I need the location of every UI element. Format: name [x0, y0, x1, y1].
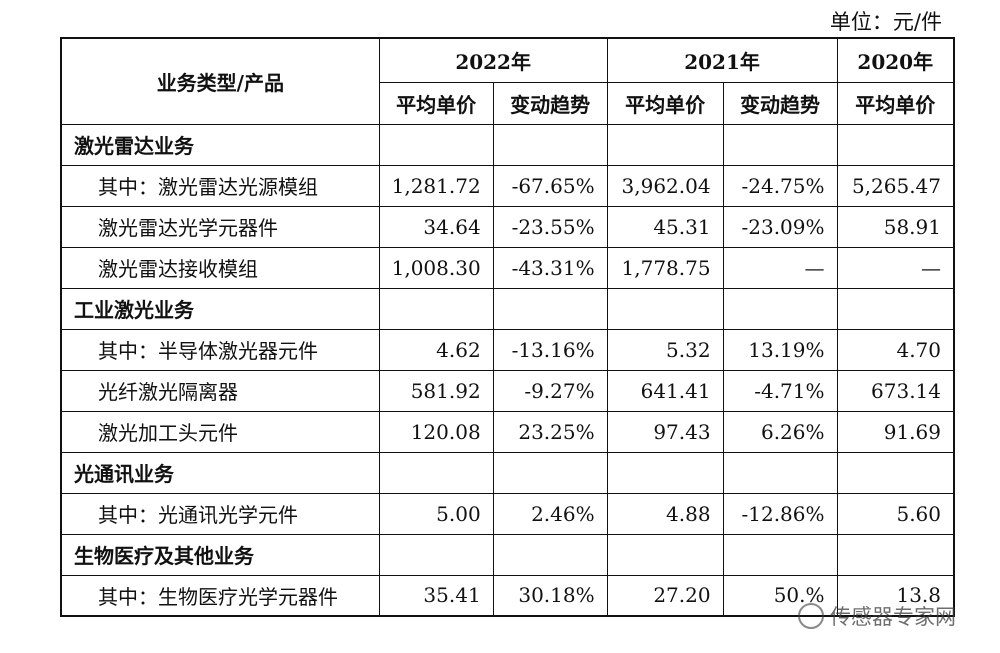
watermark-text: 传感器专家网: [830, 605, 956, 629]
cell-p2020: [836, 287, 955, 330]
product-name: 激光雷达接收模组: [60, 246, 380, 289]
header-category: 业务类型/产品: [60, 37, 380, 125]
cell-p2021: 45.31: [606, 205, 724, 248]
cell-p2020: 13.8: [836, 574, 955, 617]
section-label: 激光雷达业务: [60, 123, 380, 166]
cell-c2021: 6.26%: [722, 410, 838, 453]
table-row: 激光加工头元件 120.08 23.25% 97.43 6.26% 91.69: [60, 410, 955, 453]
product-name: 其中：半导体激光器元件: [60, 328, 380, 371]
cell-p2022: 35.41: [378, 574, 494, 617]
table-row: 激光雷达光学元器件 34.64 -23.55% 45.31 -23.09% 58.91: [60, 205, 955, 248]
cell-c2022: 2.46%: [492, 492, 608, 535]
cell-p2020: 673.14: [836, 369, 955, 412]
section-label: 生物医疗及其他业务: [60, 533, 380, 576]
cell-c2021: 13.19%: [722, 328, 838, 371]
cell-p2022: 1,008.30: [378, 246, 494, 289]
cell-p2022: 1,281.72: [378, 164, 494, 207]
cell-p2021: 3,962.04: [606, 164, 724, 207]
cell-p2021: 641.41: [606, 369, 724, 412]
cell-p2020: 5,265.47: [836, 164, 955, 207]
cell-p2022: 581.92: [378, 369, 494, 412]
cell-c2021: —: [722, 246, 838, 289]
cell-c2022: [492, 451, 608, 494]
table-row: 其中：激光雷达光源模组 1,281.72 -67.65% 3,962.04 -24.75…: [60, 164, 955, 207]
watermark: 传感器专家网: [798, 601, 956, 631]
cell-c2021: -24.75%: [722, 164, 838, 207]
cell-p2021: [606, 287, 724, 330]
cell-p2022: [378, 287, 494, 330]
cell-c2021: [722, 451, 838, 494]
cell-c2021: -23.09%: [722, 205, 838, 248]
section-row: 工业激光业务: [60, 287, 955, 330]
cell-p2021: 97.43: [606, 410, 724, 453]
table-row: 其中：光通讯光学元件 5.00 2.46% 4.88 -12.86% 5.60: [60, 492, 955, 535]
cell-p2020: —: [836, 246, 955, 289]
cell-p2020: [836, 533, 955, 576]
section-label: 光通讯业务: [60, 451, 380, 494]
cell-p2021: 4.88: [606, 492, 724, 535]
cell-c2022: [492, 123, 608, 166]
cell-c2022: [492, 533, 608, 576]
product-name: 其中：激光雷达光源模组: [60, 164, 380, 207]
product-name: 其中：生物医疗光学元器件: [60, 574, 380, 617]
cell-p2020: 4.70: [836, 328, 955, 371]
cell-p2021: 27.20: [606, 574, 724, 617]
table-row: 其中：生物医疗光学元器件 35.41 30.18% 27.20 50.% 13.8: [60, 574, 955, 617]
product-name: 光纤激光隔离器: [60, 369, 380, 412]
cell-p2021: [606, 451, 724, 494]
header-year-2021: 2021年: [606, 37, 838, 83]
cell-c2022: -13.16%: [492, 328, 608, 371]
product-name: 其中：光通讯光学元件: [60, 492, 380, 535]
header-avg-price-2021: 平均单价: [606, 81, 724, 125]
cell-p2020: 91.69: [836, 410, 955, 453]
cell-p2020: [836, 123, 955, 166]
cell-p2022: [378, 451, 494, 494]
cell-c2022: 23.25%: [492, 410, 608, 453]
section-row: 生物医疗及其他业务: [60, 533, 955, 576]
table-row: 光纤激光隔离器 581.92 -9.27% 641.41 -4.71% 673.14: [60, 369, 955, 412]
cell-c2022: [492, 287, 608, 330]
section-row: 光通讯业务: [60, 451, 955, 494]
cell-p2022: 4.62: [378, 328, 494, 371]
cell-p2021: 5.32: [606, 328, 724, 371]
section-row: 激光雷达业务: [60, 123, 955, 166]
cell-p2022: 120.08: [378, 410, 494, 453]
unit-label: 单位：元/件: [829, 10, 942, 34]
cell-c2021: [722, 123, 838, 166]
cell-c2021: [722, 287, 838, 330]
cell-p2022: 5.00: [378, 492, 494, 535]
cell-c2022: 30.18%: [492, 574, 608, 617]
header-avg-price-2020: 平均单价: [836, 81, 955, 125]
table-row: 其中：半导体激光器元件 4.62 -13.16% 5.32 13.19% 4.70: [60, 328, 955, 371]
cell-p2021: 1,778.75: [606, 246, 724, 289]
cell-c2022: -9.27%: [492, 369, 608, 412]
cell-c2021: -12.86%: [722, 492, 838, 535]
header-year-2022: 2022年: [378, 37, 608, 83]
cell-c2021: -4.71%: [722, 369, 838, 412]
cell-c2021: [722, 533, 838, 576]
price-table: 业务类型/产品 2022年 2021年 2020年 平均单价 变动趋势 平均单价…: [60, 37, 955, 617]
product-name: 激光加工头元件: [60, 410, 380, 453]
cell-p2021: [606, 123, 724, 166]
cell-c2022: -23.55%: [492, 205, 608, 248]
wechat-icon: [798, 603, 824, 629]
cell-c2022: -43.31%: [492, 246, 608, 289]
cell-p2020: 5.60: [836, 492, 955, 535]
cell-p2022: [378, 533, 494, 576]
header-trend-2022: 变动趋势: [492, 81, 608, 125]
header-avg-price-2022: 平均单价: [378, 81, 494, 125]
header-trend-2021: 变动趋势: [722, 81, 838, 125]
cell-p2020: 58.91: [836, 205, 955, 248]
section-label: 工业激光业务: [60, 287, 380, 330]
header-year-2020: 2020年: [836, 37, 955, 83]
cell-p2022: [378, 123, 494, 166]
product-name: 激光雷达光学元器件: [60, 205, 380, 248]
cell-p2022: 34.64: [378, 205, 494, 248]
table-row: 激光雷达接收模组 1,008.30 -43.31% 1,778.75— —: [60, 246, 955, 289]
table-body: 激光雷达业务 其中：激光雷达光源模组 1,281.72 -67.65% 3,962.04…: [60, 123, 955, 617]
cell-c2022: -67.65%: [492, 164, 608, 207]
cell-p2021: [606, 533, 724, 576]
cell-p2020: [836, 451, 955, 494]
